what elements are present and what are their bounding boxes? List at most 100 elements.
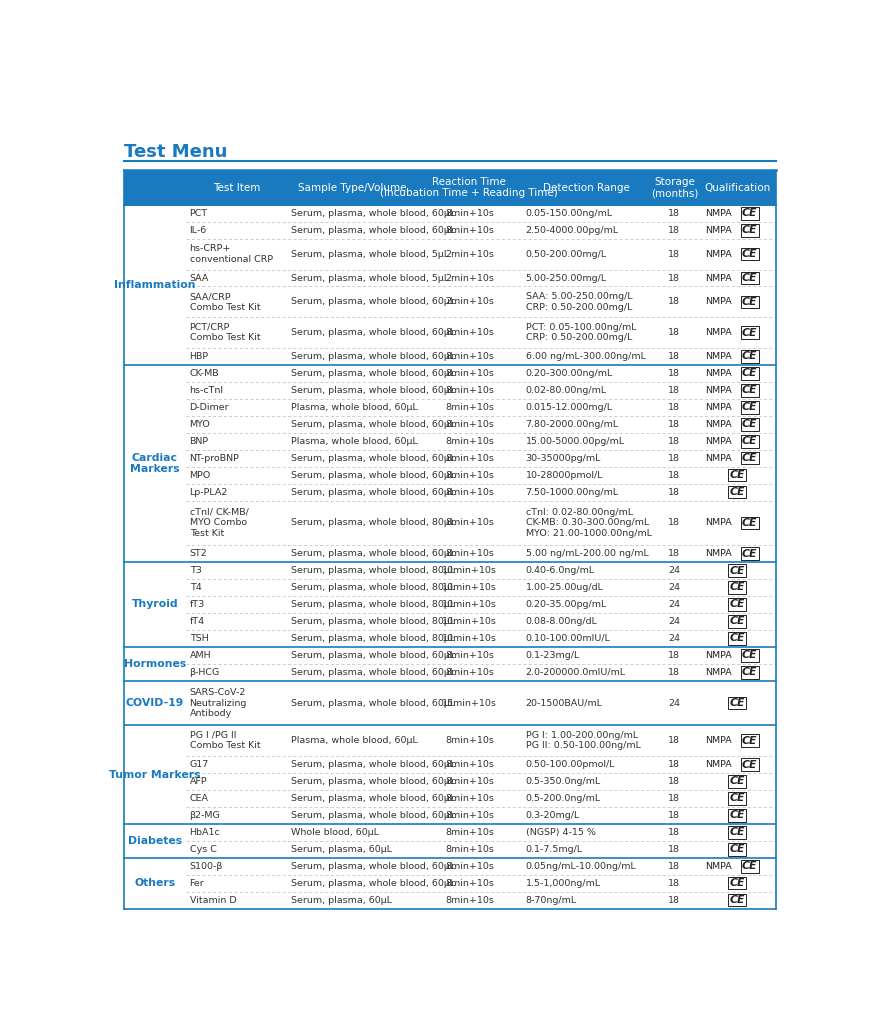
Text: 18: 18 <box>668 420 681 429</box>
Text: 0.015-12.000mg/L: 0.015-12.000mg/L <box>526 402 613 412</box>
Text: 0.05ng/mL-10.00ng/mL: 0.05ng/mL-10.00ng/mL <box>526 862 637 870</box>
Text: 8min+10s: 8min+10s <box>445 436 494 445</box>
Text: CE: CE <box>730 470 745 480</box>
Text: 10min+10s: 10min+10s <box>442 583 497 592</box>
Text: SAA/CRP
Combo Test Kit: SAA/CRP Combo Test Kit <box>189 292 260 311</box>
Text: T3: T3 <box>189 566 201 575</box>
Text: 8min+10s: 8min+10s <box>445 420 494 429</box>
Text: CE: CE <box>742 369 758 379</box>
Text: NMPA: NMPA <box>705 436 731 445</box>
Text: NMPA: NMPA <box>705 328 731 337</box>
Text: Serum, plasma, whole blood, 60μL: Serum, plasma, whole blood, 60μL <box>291 487 455 497</box>
Text: BNP: BNP <box>189 436 208 445</box>
Text: CE: CE <box>730 810 745 820</box>
Text: 7.80-2000.00ng/mL: 7.80-2000.00ng/mL <box>526 420 618 429</box>
Text: 18: 18 <box>668 777 681 786</box>
Text: Serum, plasma, 60μL: Serum, plasma, 60μL <box>291 845 392 854</box>
Text: Serum, plasma, whole blood, 60μL: Serum, plasma, whole blood, 60μL <box>291 226 455 234</box>
Text: NMPA: NMPA <box>705 420 731 429</box>
Text: CE: CE <box>742 385 758 395</box>
Text: 0.02-80.00ng/mL: 0.02-80.00ng/mL <box>526 386 607 395</box>
Text: 1.00-25.00ug/dL: 1.00-25.00ug/dL <box>526 583 604 592</box>
Text: 0.1-23mg/L: 0.1-23mg/L <box>526 651 580 659</box>
Text: NMPA: NMPA <box>705 226 731 234</box>
Text: 2.50-4000.00pg/mL: 2.50-4000.00pg/mL <box>526 226 618 234</box>
Text: 8min+10s: 8min+10s <box>445 402 494 412</box>
Text: SAA: 5.00-250.00mg/L
CRP: 0.50-200.00mg/L: SAA: 5.00-250.00mg/L CRP: 0.50-200.00mg/… <box>526 292 632 311</box>
Text: 18: 18 <box>668 273 681 283</box>
Text: TSH: TSH <box>189 634 208 643</box>
Text: 8min+10s: 8min+10s <box>445 736 494 745</box>
Text: Serum, plasma, whole blood, 60μL: Serum, plasma, whole blood, 60μL <box>291 879 455 888</box>
Text: 0.20-35.00pg/mL: 0.20-35.00pg/mL <box>526 600 607 609</box>
Text: 24: 24 <box>668 634 681 643</box>
Text: 0.5-350.0ng/mL: 0.5-350.0ng/mL <box>526 777 601 786</box>
Text: Serum, plasma, whole blood, 60μL: Serum, plasma, whole blood, 60μL <box>291 352 455 361</box>
Text: 8min+10s: 8min+10s <box>445 369 494 378</box>
Text: 5.00-250.00mg/L: 5.00-250.00mg/L <box>526 273 607 283</box>
Text: 8min+10s: 8min+10s <box>445 777 494 786</box>
Text: NMPA: NMPA <box>705 454 731 463</box>
Text: Serum, plasma, whole blood, 60μL: Serum, plasma, whole blood, 60μL <box>291 386 455 395</box>
Text: 8min+10s: 8min+10s <box>445 549 494 558</box>
Text: 8min+10s: 8min+10s <box>445 827 494 837</box>
Text: 6.00 ng/mL-300.00ng/mL: 6.00 ng/mL-300.00ng/mL <box>526 352 646 361</box>
Text: 18: 18 <box>668 471 681 479</box>
Text: NMPA: NMPA <box>705 250 731 259</box>
Text: Sample Type/Volume: Sample Type/Volume <box>298 182 406 193</box>
Text: CE: CE <box>730 776 745 786</box>
Text: 24: 24 <box>668 583 681 592</box>
Text: SARS-CoV-2
Neutralizing
Antibody: SARS-CoV-2 Neutralizing Antibody <box>189 688 247 718</box>
Text: CE: CE <box>730 879 745 888</box>
Text: PCT/CRP
Combo Test Kit: PCT/CRP Combo Test Kit <box>189 323 260 342</box>
Text: Serum, plasma, whole blood, 60μL: Serum, plasma, whole blood, 60μL <box>291 862 455 870</box>
Text: 8min+10s: 8min+10s <box>445 518 494 527</box>
Text: Whole blood, 60μL: Whole blood, 60μL <box>291 827 378 837</box>
Text: Serum, plasma, whole blood, 60μL: Serum, plasma, whole blood, 60μL <box>291 777 455 786</box>
Text: 24: 24 <box>668 616 681 626</box>
Text: NMPA: NMPA <box>705 549 731 558</box>
Text: 8min+10s: 8min+10s <box>445 487 494 497</box>
Text: 1.5-1,000ng/mL: 1.5-1,000ng/mL <box>526 879 601 888</box>
Text: CE: CE <box>742 436 758 446</box>
Text: 0.10-100.00mIU/L: 0.10-100.00mIU/L <box>526 634 611 643</box>
Text: 24: 24 <box>668 600 681 609</box>
Text: IL-6: IL-6 <box>189 226 207 234</box>
Text: 8min+10s: 8min+10s <box>445 209 494 218</box>
Text: 8min+10s: 8min+10s <box>445 845 494 854</box>
Text: Detection Range: Detection Range <box>542 182 630 193</box>
Text: 18: 18 <box>668 297 681 306</box>
Text: CE: CE <box>742 273 758 283</box>
Text: 18: 18 <box>668 352 681 361</box>
Text: Serum, plasma, whole blood, 80μL: Serum, plasma, whole blood, 80μL <box>291 634 455 643</box>
Text: 8min+10s: 8min+10s <box>445 862 494 870</box>
Text: 8min+10s: 8min+10s <box>445 454 494 463</box>
Text: cTnI: 0.02-80.00ng/mL
CK-MB: 0.30-300.00ng/mL
MYO: 21.00-1000.00ng/mL: cTnI: 0.02-80.00ng/mL CK-MB: 0.30-300.00… <box>526 508 652 538</box>
Text: 8min+10s: 8min+10s <box>445 226 494 234</box>
Text: CE: CE <box>742 760 758 769</box>
Text: 10min+10s: 10min+10s <box>442 566 497 575</box>
Text: Serum, plasma, whole blood, 60μL: Serum, plasma, whole blood, 60μL <box>291 328 455 337</box>
Text: Cardiac
Markers: Cardiac Markers <box>131 453 180 474</box>
Text: 2min+10s: 2min+10s <box>445 250 494 259</box>
Text: 18: 18 <box>668 402 681 412</box>
Text: 24: 24 <box>668 566 681 575</box>
Text: CE: CE <box>742 297 758 307</box>
Text: NMPA: NMPA <box>705 369 731 378</box>
Text: 30-35000pg/mL: 30-35000pg/mL <box>526 454 601 463</box>
Text: CE: CE <box>742 351 758 361</box>
Text: 8min+10s: 8min+10s <box>445 668 494 677</box>
Text: 18: 18 <box>668 811 681 820</box>
Text: NMPA: NMPA <box>705 736 731 745</box>
Text: 18: 18 <box>668 250 681 259</box>
Text: 18: 18 <box>668 549 681 558</box>
Text: 15min+10s: 15min+10s <box>442 698 497 708</box>
Text: CE: CE <box>730 634 745 643</box>
Text: NMPA: NMPA <box>705 297 731 306</box>
Text: cTnI/ CK-MB/
MYO Combo
Test Kit: cTnI/ CK-MB/ MYO Combo Test Kit <box>189 508 249 538</box>
Text: 8min+10s: 8min+10s <box>445 794 494 803</box>
Text: 8min+10s: 8min+10s <box>445 471 494 479</box>
Text: 0.40-6.0ng/mL: 0.40-6.0ng/mL <box>526 566 595 575</box>
Text: 10-28000pmol/L: 10-28000pmol/L <box>526 471 604 479</box>
Text: PCT: 0.05-100.00ng/mL
CRP: 0.50-200.00mg/L: PCT: 0.05-100.00ng/mL CRP: 0.50-200.00mg… <box>526 323 636 342</box>
